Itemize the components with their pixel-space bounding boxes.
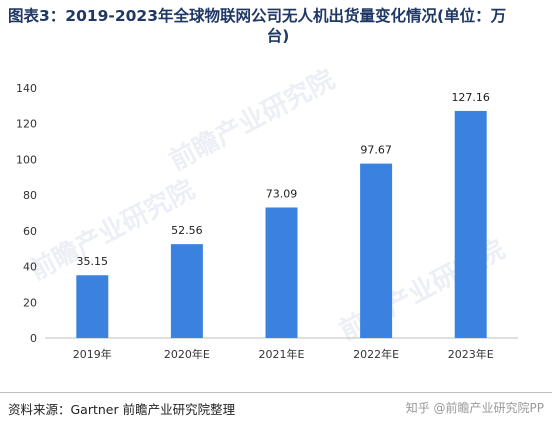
bar-value-label: 97.67 (360, 144, 392, 157)
y-tick-label: 100 (16, 153, 37, 166)
y-tick-label: 60 (23, 225, 37, 238)
bar-value-label: 73.09 (266, 187, 298, 200)
footer-divider (0, 392, 552, 393)
x-tick-label: 2021年E (259, 347, 305, 361)
x-tick-label: 2020年E (164, 347, 210, 361)
bar-2 (265, 207, 298, 338)
y-tick-label: 20 (23, 296, 37, 309)
source-note: 资料来源：Gartner 前瞻产业研究院整理 (8, 402, 236, 417)
zhihu-watermark: 知乎 @前瞻产业研究院PP (405, 401, 544, 415)
y-tick-label: 0 (30, 332, 37, 345)
x-tick-label: 2019年 (73, 347, 112, 361)
chart-title-line1: 图表3：2019-2023年全球物联网公司无人机出货量变化情况(单位：万 (8, 7, 507, 25)
bar-value-label: 35.15 (77, 255, 109, 268)
bar-4 (454, 110, 487, 338)
bar-1 (170, 244, 203, 338)
chart-title: 图表3：2019-2023年全球物联网公司无人机出货量变化情况(单位：万 台) (8, 6, 548, 46)
y-tick-label: 40 (23, 261, 37, 274)
y-tick-label: 120 (16, 118, 37, 131)
bar-chart: 0 20 40 60 80 100 120 140 35.15 2019年 52.56 2020年E 7… (16, 82, 518, 361)
bar-0 (76, 275, 109, 338)
bar-value-label: 127.16 (451, 91, 490, 104)
bar-3 (360, 163, 393, 338)
bar-value-label: 52.56 (171, 224, 203, 237)
x-tick-label: 2023年E (448, 347, 494, 361)
x-tick-label: 2022年E (353, 347, 399, 361)
chart-title-line2: 台) (266, 27, 290, 45)
y-tick-label: 140 (16, 82, 37, 95)
y-tick-label: 80 (23, 189, 37, 202)
